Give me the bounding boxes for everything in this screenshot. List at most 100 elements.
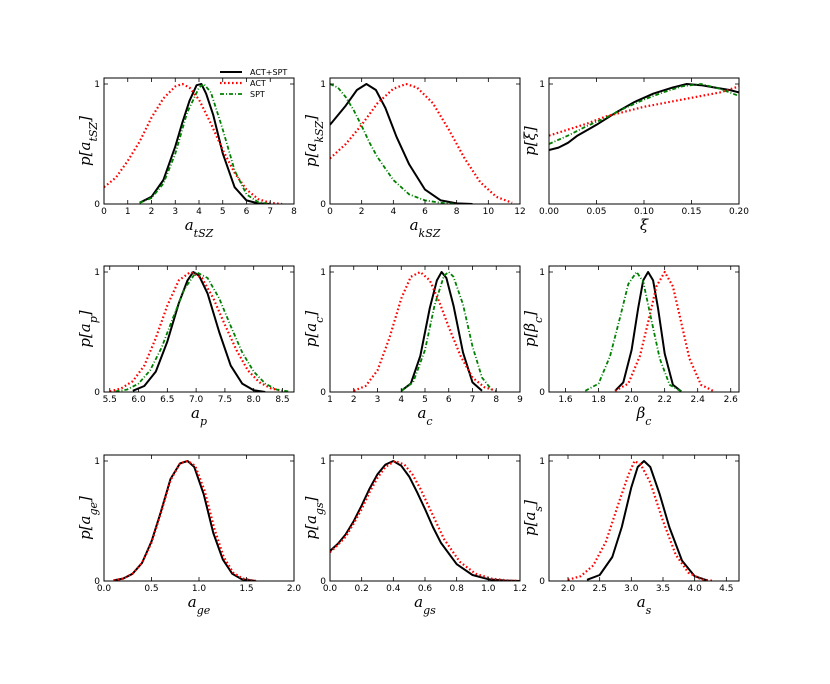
x-tick-label: 8 (291, 207, 297, 217)
y-tick-label: 0 (94, 577, 100, 587)
x-tick-label: 7.0 (189, 395, 204, 405)
series-act-spt-a_s (586, 460, 708, 581)
x-tick-label: 6 (446, 395, 452, 405)
x-tick-label: 2.2 (657, 395, 671, 405)
x-tick-label: 4 (196, 207, 202, 217)
y-tick-label: 0 (94, 388, 100, 398)
y-tick-label: 1 (94, 457, 100, 467)
x-tick-label: 2.6 (724, 395, 739, 405)
x-tick-label: 7 (267, 207, 273, 217)
series-spt-beta_c (584, 271, 682, 392)
y-tick-label: 0 (539, 577, 545, 587)
y-axis-label-a_ge: p[age] (76, 496, 100, 540)
y-tick-label: 0 (320, 200, 326, 210)
series-act-spt-a_ge (113, 460, 257, 581)
panel-beta_c: 1.6 1.8 2.0 2.2 2.4 2.6 0 1 βc p[βc] (521, 265, 740, 428)
axes-frame-a_gs (329, 454, 521, 582)
axes-frame-a_s (548, 454, 740, 582)
y-axis-label-a_gs: p[ags] (302, 496, 326, 539)
y-axis-label-a_p: p[ap] (76, 310, 100, 347)
x-tick-label: 0.00 (539, 207, 559, 217)
y-axis-label-xi: p[ξ] (521, 126, 539, 156)
series-act-xi (549, 85, 739, 137)
x-tick-label: 8 (454, 207, 460, 217)
panel-a_p: 5.5 6.0 6.5 7.0 7.5 8.0 8.5 0 1 ap p[ap] (76, 265, 295, 428)
axes-frame-a_p (103, 265, 295, 393)
legend-label-spt: SPT (250, 90, 265, 99)
x-tick-label: 0 (327, 207, 333, 217)
x-axis-label-a_s: as (637, 593, 652, 617)
series-act-a_tSZ (104, 82, 283, 204)
x-tick-label: 2.4 (691, 395, 706, 405)
x-tick-label: 0.8 (450, 584, 465, 594)
y-axis-label-a_kSZ: p[akSZ] (302, 115, 326, 167)
y-tick-label: 1 (320, 80, 326, 90)
series-act-spt-a_p (132, 271, 266, 392)
x-tick-label: 2.0 (561, 584, 576, 594)
y-tick-label: 1 (94, 268, 100, 278)
x-axis-label-a_kSZ: akSZ (410, 216, 441, 240)
series-act-a_s (567, 459, 714, 581)
x-tick-label: 3 (172, 207, 178, 217)
x-axis-label-xi: ξ (640, 216, 649, 234)
x-tick-label: 0.05 (586, 207, 606, 217)
series-spt-a_kSZ (330, 83, 457, 204)
x-axis-label-a_tSZ: atSZ (185, 216, 214, 240)
axes-frame-a_tSZ (103, 77, 295, 205)
x-tick-label: 1.0 (481, 584, 496, 594)
y-tick-label: 1 (539, 80, 545, 90)
x-tick-label: 8 (493, 395, 499, 405)
x-tick-label: 0.0 (97, 584, 112, 594)
x-tick-label: 7.5 (218, 395, 232, 405)
y-tick-label: 1 (94, 80, 100, 90)
x-tick-label: 4 (398, 395, 404, 405)
panel-a_gs: 0.0 0.2 0.4 0.6 0.8 1.0 1.2 0 1 ags p[ags] (302, 454, 527, 617)
y-tick-label: 1 (320, 268, 326, 278)
x-tick-label: 7 (470, 395, 476, 405)
series-act-spt-a_c (400, 271, 483, 392)
x-tick-label: 1.5 (239, 584, 253, 594)
x-tick-label: 6.5 (160, 395, 174, 405)
x-tick-label: 4 (390, 207, 396, 217)
x-tick-label: 1.2 (513, 584, 527, 594)
x-tick-label: 5 (220, 207, 226, 217)
x-tick-label: 2.0 (287, 584, 302, 594)
y-tick-label: 0 (320, 388, 326, 398)
x-tick-label: 2.0 (624, 395, 639, 405)
x-tick-label: 0.15 (681, 207, 701, 217)
x-tick-label: 1.6 (558, 395, 573, 405)
series-act-a_ge (113, 459, 257, 581)
series-spt-a_c (400, 271, 493, 392)
axes-frame-beta_c (548, 265, 740, 393)
x-tick-label: 6 (422, 207, 428, 217)
legend-label-act-spt: ACT+SPT (250, 68, 287, 77)
legend-label-act: ACT (250, 79, 266, 88)
y-tick-label: 0 (94, 200, 100, 210)
series-act-spt-xi (549, 83, 739, 151)
x-tick-label: 6.0 (131, 395, 146, 405)
x-tick-label: 2 (351, 395, 357, 405)
x-tick-label: 4.0 (688, 584, 703, 594)
x-tick-label: 1.8 (591, 395, 606, 405)
series-act-spt-a_kSZ (330, 83, 473, 204)
series-act-a_gs (330, 459, 520, 581)
legend: ACT+SPT ACT SPT (220, 68, 287, 99)
y-axis-label-beta_c: p[βc] (521, 311, 545, 347)
y-tick-label: 1 (539, 457, 545, 467)
x-tick-label: 10 (483, 207, 495, 217)
y-tick-label: 0 (539, 388, 545, 398)
x-axis-label-a_gs: ags (414, 593, 436, 617)
x-tick-label: 0.20 (729, 207, 749, 217)
x-tick-label: 1.0 (192, 584, 207, 594)
x-tick-label: 5.5 (103, 395, 117, 405)
x-tick-label: 0 (101, 207, 107, 217)
y-tick-label: 1 (539, 268, 545, 278)
x-tick-label: 12 (514, 207, 525, 217)
x-tick-label: 3.5 (656, 584, 670, 594)
x-axis-label-a_c: ac (417, 404, 432, 428)
series-spt-a_p (115, 271, 289, 392)
y-tick-label: 1 (320, 457, 326, 467)
x-tick-label: 0.4 (386, 584, 401, 594)
